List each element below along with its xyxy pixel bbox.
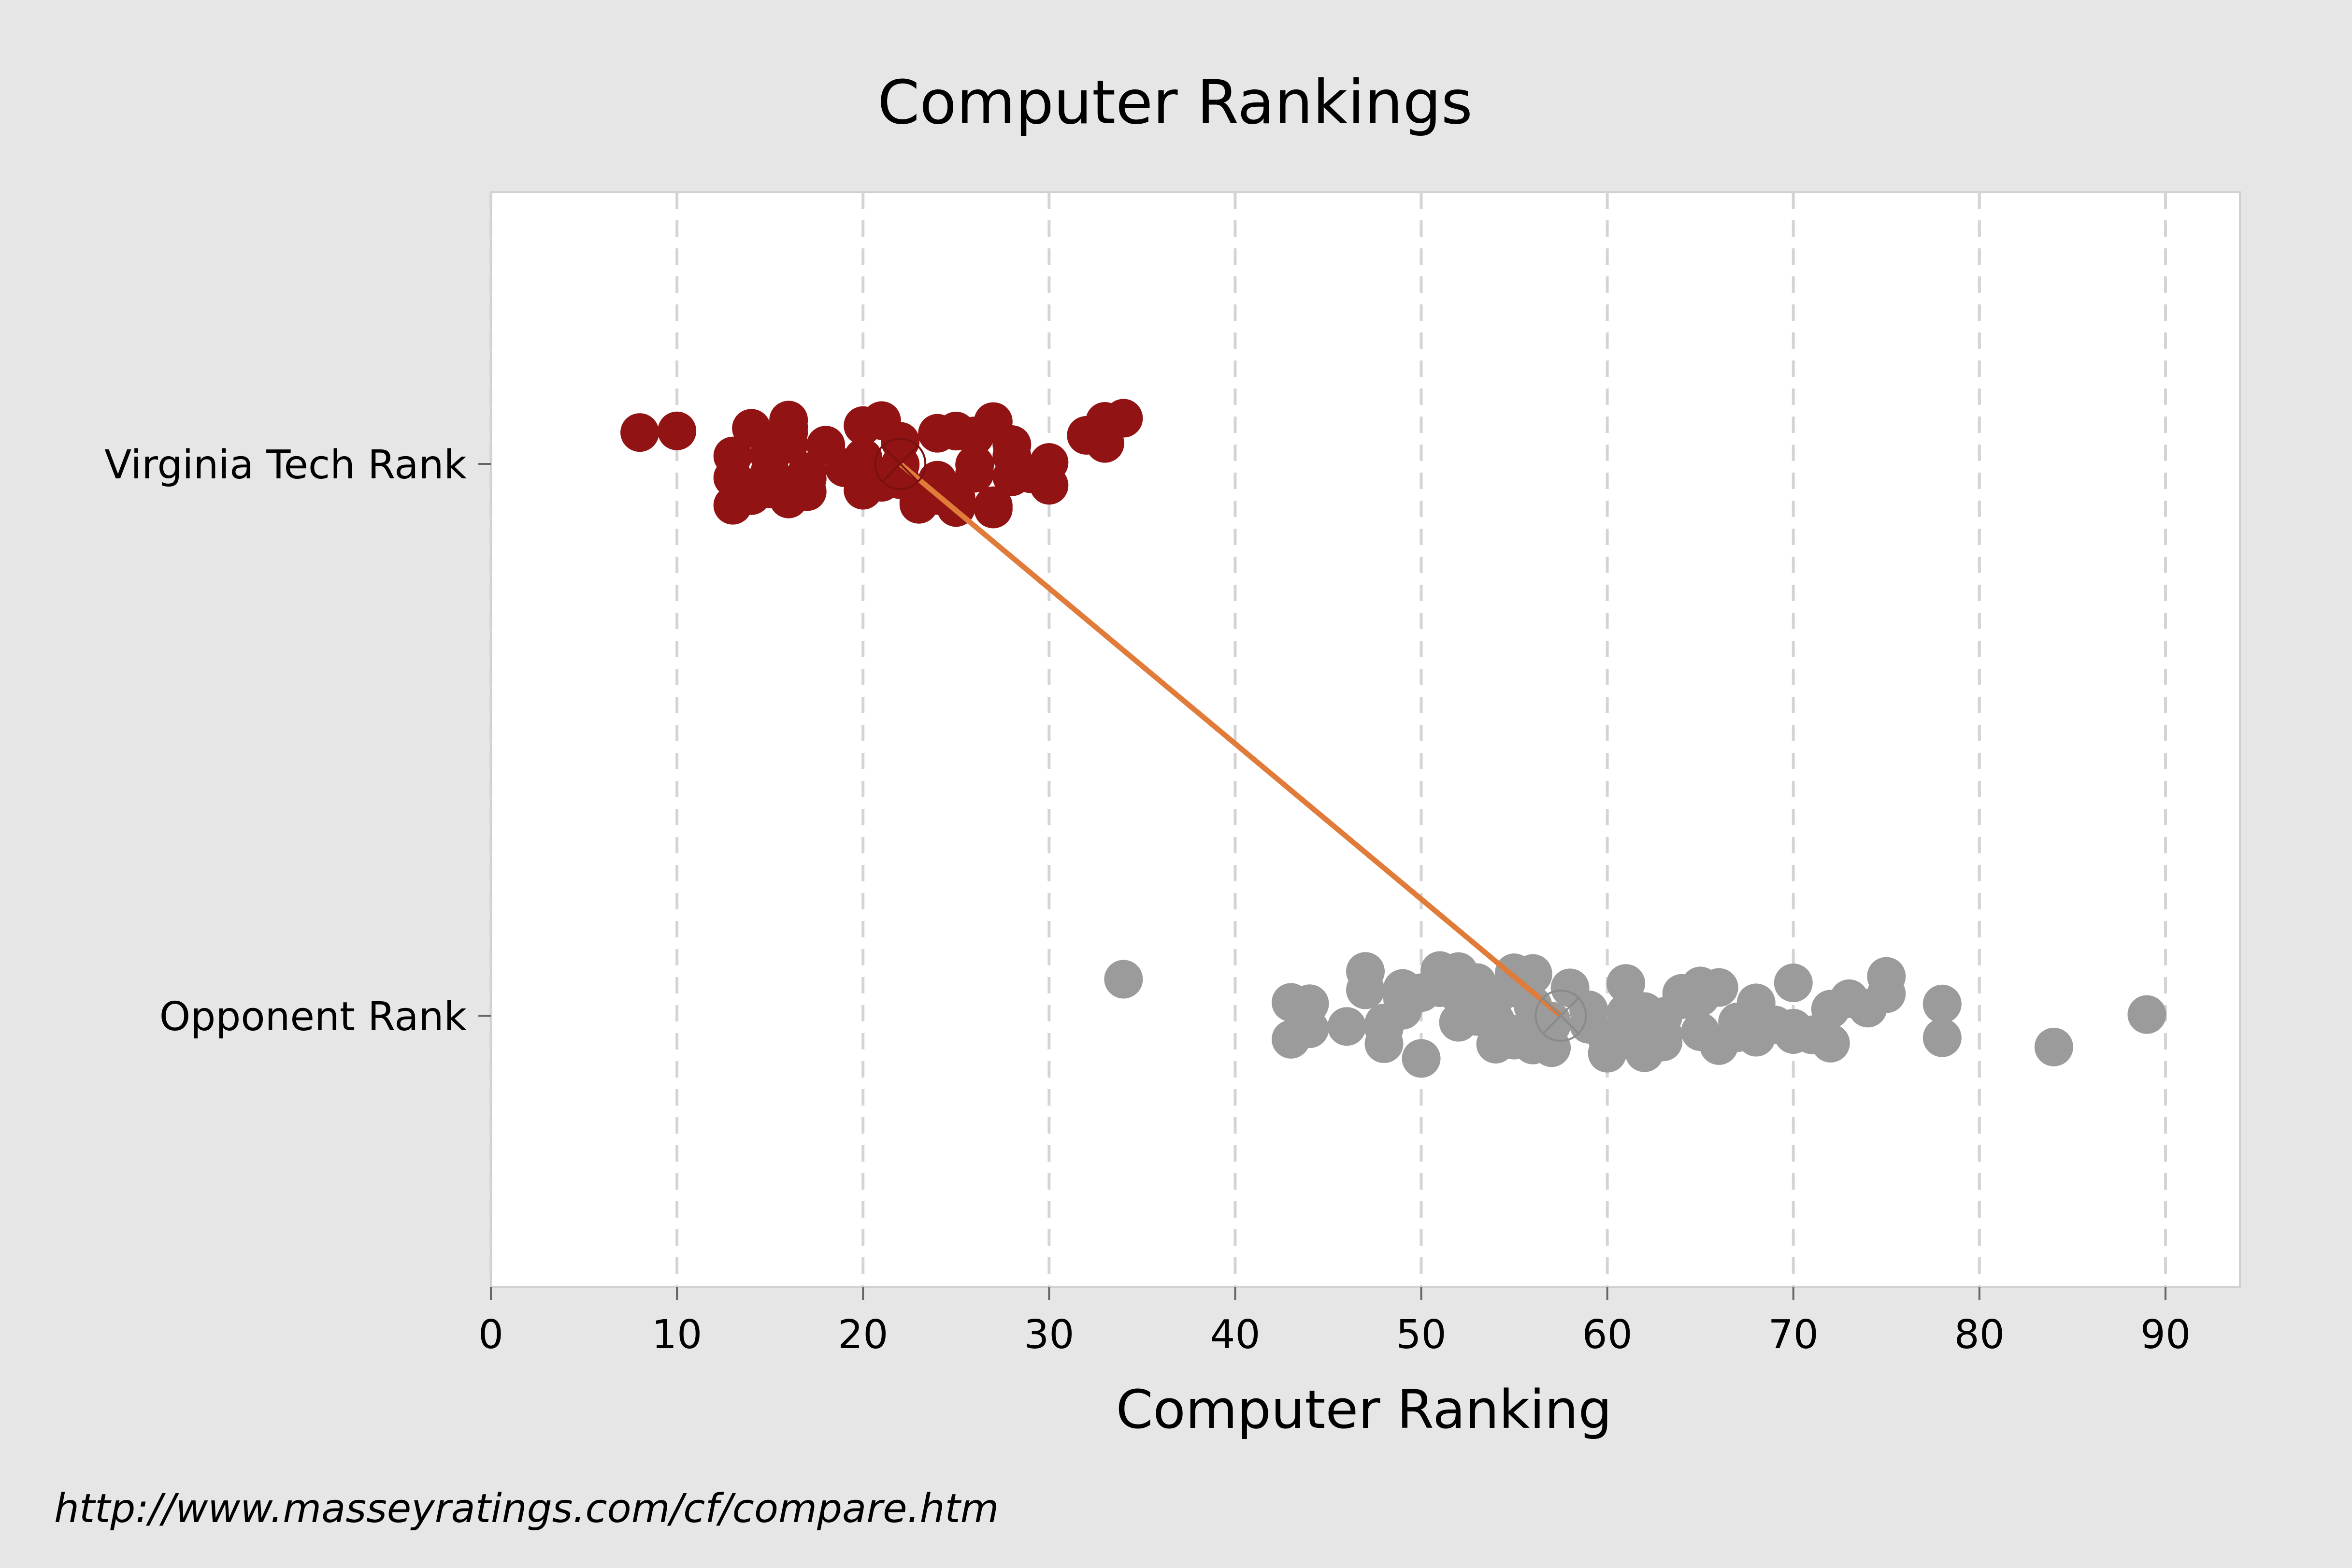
- data-point: [1867, 974, 1906, 1013]
- x-tick-label: 60: [1582, 1312, 1632, 1358]
- x-tick-label: 40: [1210, 1312, 1260, 1358]
- x-tick-label: 50: [1396, 1312, 1446, 1358]
- data-point: [1811, 1023, 1850, 1063]
- mean-marker: [874, 438, 927, 490]
- data-point: [955, 445, 994, 484]
- x-tick-label: 0: [478, 1312, 503, 1358]
- data-point: [1346, 952, 1385, 991]
- data-point: [1922, 1018, 1962, 1057]
- data-point: [2127, 995, 2166, 1034]
- chart-title: Computer Rankings: [877, 68, 1473, 138]
- data-point: [788, 472, 827, 511]
- mean-connector-line: [898, 461, 1563, 1018]
- x-axis-label: Computer Ranking: [1116, 1379, 1612, 1440]
- data-point: [1290, 984, 1329, 1023]
- x-tick-label: 90: [2140, 1312, 2191, 1358]
- x-tick-label: 20: [838, 1312, 888, 1358]
- gridlines: [489, 192, 2167, 1287]
- x-tick-label: 10: [652, 1312, 702, 1358]
- data-point: [658, 411, 697, 450]
- data-point: [620, 413, 660, 452]
- mean-markers: [874, 438, 1587, 1042]
- mean-marker: [1535, 990, 1587, 1042]
- data-point: [1922, 984, 1962, 1023]
- data-point: [1513, 955, 1552, 994]
- x-tick-label: 80: [1954, 1312, 2005, 1358]
- data-point: [1402, 1039, 1441, 1078]
- data-point: [769, 407, 808, 446]
- y-category-label: Opponent Rank: [159, 994, 467, 1040]
- plot-area: [490, 191, 2241, 1288]
- data-point: [1532, 1001, 1571, 1040]
- x-tick-label: 30: [1024, 1312, 1074, 1358]
- data-point: [2034, 1027, 2073, 1066]
- source-note: http://www.masseyratings.com/cf/compare.…: [54, 1486, 999, 1532]
- x-tick-label: 70: [1768, 1312, 1819, 1358]
- data-point: [992, 425, 1032, 464]
- data-point: [1774, 964, 1813, 1003]
- mean-marker-cross: [1542, 997, 1579, 1034]
- data-point: [1030, 443, 1069, 482]
- data-point: [1699, 968, 1738, 1007]
- data-point: [1104, 399, 1143, 438]
- data-point: [1606, 964, 1646, 1003]
- axes: 0 10 20 30 40 50 60 70 80 90 Virginia Tech Rank Opp…: [104, 442, 2191, 1358]
- y-category-label: Virginia Tech Rank: [104, 442, 467, 488]
- mean-marker-cross: [882, 446, 918, 482]
- data-point: [1104, 960, 1143, 999]
- data-points: [620, 399, 2166, 1078]
- data-point: [1327, 1007, 1366, 1046]
- data-point: [713, 436, 752, 475]
- data-point: [1532, 1028, 1571, 1067]
- data-point: [974, 489, 1013, 529]
